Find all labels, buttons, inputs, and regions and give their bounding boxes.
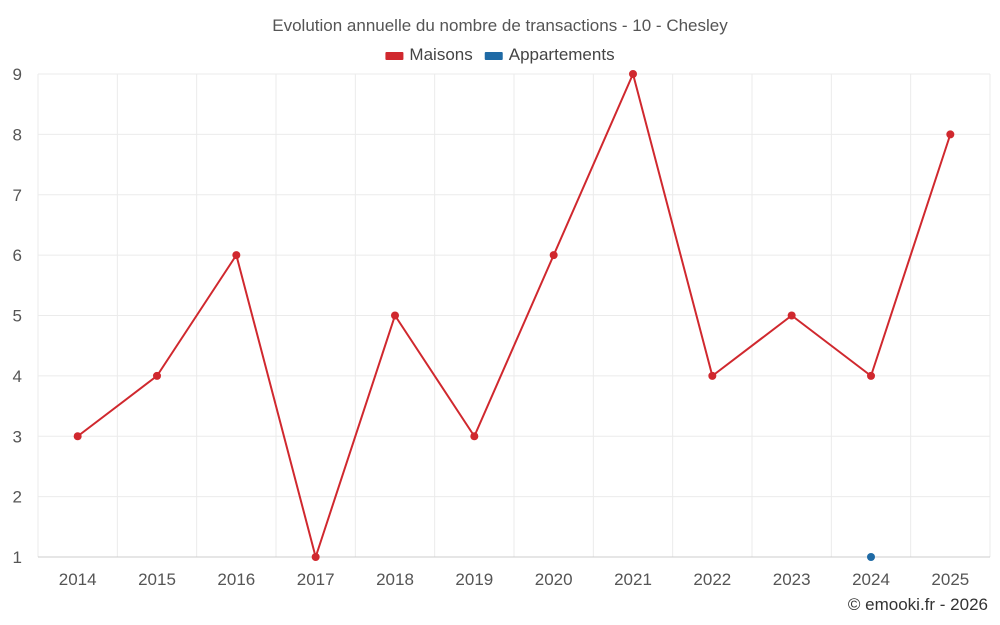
y-tick-label: 9 xyxy=(13,65,22,84)
x-tick-label: 2019 xyxy=(455,570,493,589)
data-point[interactable] xyxy=(470,432,479,441)
series xyxy=(73,70,955,561)
data-point[interactable] xyxy=(867,371,875,380)
data-point[interactable] xyxy=(867,553,875,561)
legend-swatch xyxy=(484,52,503,60)
axes: 1 2 3 4 5 6 7 8 9 2014 2015 2016 2017 2018 2019 2020 202… xyxy=(13,65,990,589)
x-tick-label: 2020 xyxy=(535,570,573,589)
data-point[interactable] xyxy=(629,70,637,78)
x-tick-label: 2023 xyxy=(773,570,811,589)
legend-label: Appartements xyxy=(509,45,615,64)
data-point[interactable] xyxy=(946,130,955,139)
data-point[interactable] xyxy=(708,371,717,380)
x-tick-label: 2015 xyxy=(138,570,176,589)
legend-item[interactable]: Appartements xyxy=(484,45,615,64)
data-point[interactable] xyxy=(73,432,82,441)
data-point[interactable] xyxy=(787,311,796,320)
series-line xyxy=(77,73,952,558)
legend-label: Maisons xyxy=(409,45,472,64)
credit-text: © emooki.fr - 2026 xyxy=(848,595,988,614)
y-tick-label: 4 xyxy=(13,367,22,386)
legend: Maisons Appartements xyxy=(385,45,615,64)
data-point[interactable] xyxy=(311,553,320,561)
y-tick-label: 5 xyxy=(13,307,22,326)
y-tick-label: 6 xyxy=(13,246,22,265)
x-tick-label: 2024 xyxy=(852,570,890,589)
x-tick-label: 2022 xyxy=(693,570,731,589)
y-tick-label: 7 xyxy=(13,186,22,205)
x-tick-label: 2021 xyxy=(614,570,652,589)
x-tick-label: 2014 xyxy=(59,570,97,589)
legend-swatch xyxy=(385,52,404,60)
x-tick-label: 2025 xyxy=(931,570,969,589)
data-point[interactable] xyxy=(549,251,558,260)
data-point[interactable] xyxy=(232,251,241,260)
x-tick-label: 2016 xyxy=(217,570,255,589)
y-tick-label: 1 xyxy=(13,548,22,567)
y-tick-label: 8 xyxy=(13,125,22,144)
chart-title: Evolution annuelle du nombre de transact… xyxy=(272,16,728,35)
x-tick-label: 2018 xyxy=(376,570,414,589)
y-tick-label: 2 xyxy=(13,488,22,507)
data-point[interactable] xyxy=(153,371,161,380)
legend-item[interactable]: Maisons xyxy=(385,45,473,64)
data-point[interactable] xyxy=(391,311,399,320)
grid xyxy=(37,73,991,557)
x-tick-label: 2017 xyxy=(297,570,335,589)
y-tick-label: 3 xyxy=(13,427,22,446)
